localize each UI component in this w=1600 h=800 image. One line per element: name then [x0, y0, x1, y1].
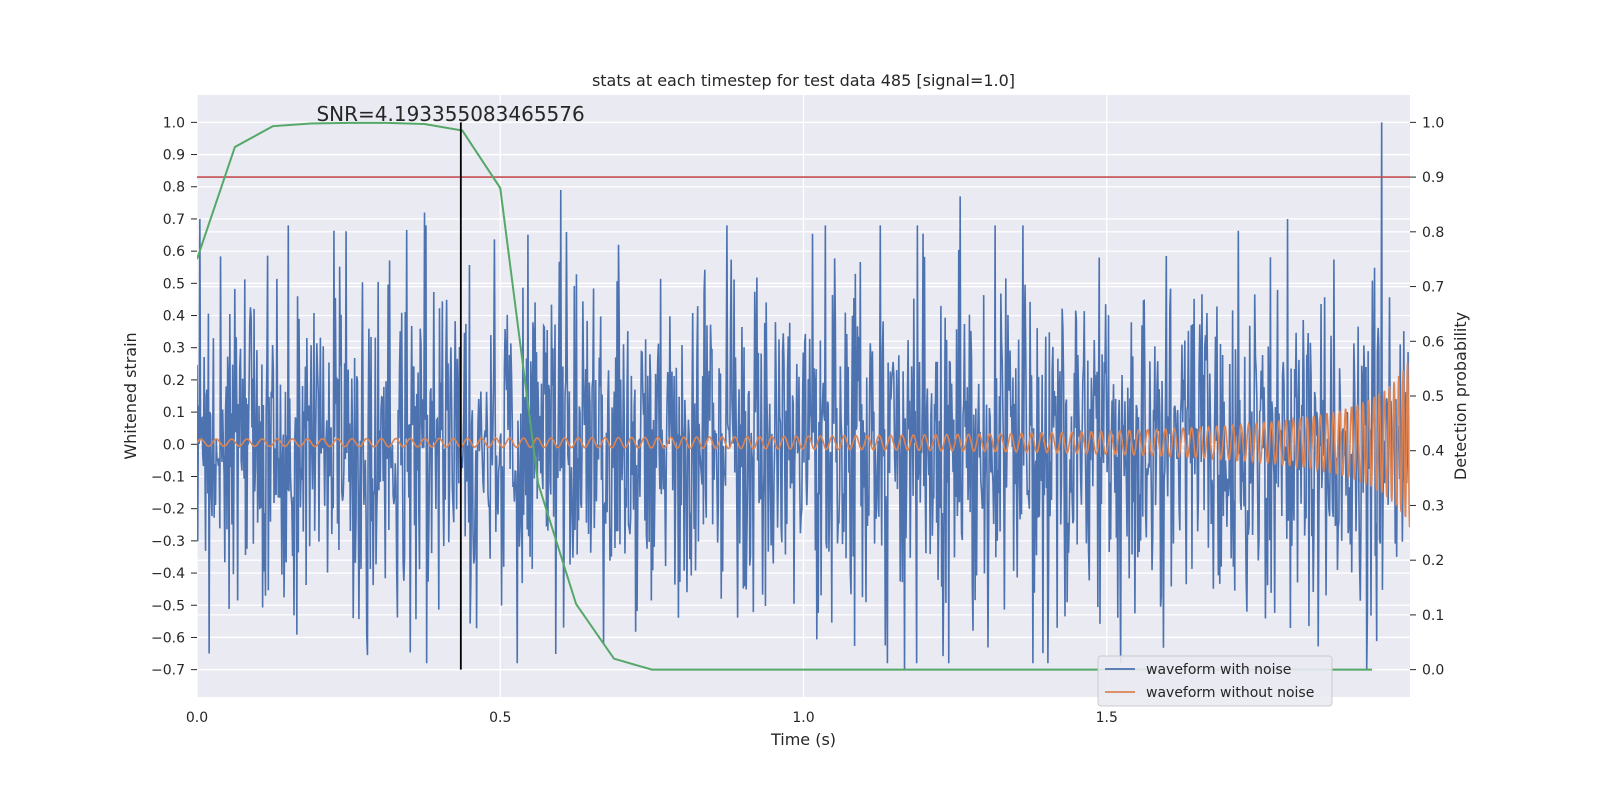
snr-annotation: SNR=4.193355083465576	[316, 102, 584, 126]
y2-tick-label: 0.6	[1422, 334, 1444, 350]
y2-axis-label: Detection probability	[1451, 312, 1470, 480]
x-tick-label: 1.5	[1096, 710, 1118, 726]
series-waveform-without-noise	[197, 362, 1410, 528]
y2-tick-label: 0.0	[1422, 663, 1444, 679]
y-tick-label: 0.6	[163, 244, 185, 260]
legend-box	[1097, 655, 1333, 707]
y-tick-label: 0.2	[163, 373, 185, 389]
y2-tick-label: 0.2	[1422, 553, 1444, 569]
y-tick-label: −0.3	[151, 534, 185, 550]
y-tick-label: 0.1	[163, 405, 185, 421]
y-tick-label: −0.7	[151, 663, 185, 679]
y2-tick-label: 0.1	[1422, 608, 1444, 624]
legend-label-noise: waveform with noise	[1146, 662, 1291, 678]
y-tick-label: 0.7	[163, 212, 185, 228]
y2-tick-label: 0.5	[1422, 389, 1444, 405]
y-tick-label: −0.4	[151, 566, 185, 582]
y-tick-label: −0.5	[151, 598, 185, 614]
y-tick-label: −0.6	[151, 630, 185, 646]
y-tick-label: 0.9	[163, 148, 185, 164]
legend: waveform with noise waveform without noi…	[1097, 655, 1333, 707]
series-waveform-with-noise	[197, 122, 1410, 670]
x-tick-label: 0.0	[186, 710, 208, 726]
y2-tick-label: 0.8	[1422, 225, 1444, 241]
y-tick-label: 0.0	[163, 437, 185, 453]
x-axis-label: Time (s)	[770, 730, 836, 749]
y-tick-label: 0.5	[163, 276, 185, 292]
x-tick-label: 0.5	[489, 710, 511, 726]
y-tick-label: −0.2	[151, 502, 185, 518]
y-tick-label: −0.1	[151, 469, 185, 485]
y-tick-label: 0.4	[163, 309, 185, 325]
y2-tick-label: 1.0	[1422, 115, 1444, 131]
y-axis-label: Whitened strain	[121, 332, 140, 459]
y-tick-label: 0.8	[163, 180, 185, 196]
y-tick-label: 0.3	[163, 341, 185, 357]
y2-tick-label: 0.7	[1422, 280, 1444, 296]
chart-title: stats at each timestep for test data 485…	[592, 71, 1015, 90]
legend-label-clean: waveform without noise	[1146, 685, 1314, 701]
y2-tick-label: 0.9	[1422, 170, 1444, 186]
y2-tick-label: 0.4	[1422, 444, 1444, 460]
y-tick-label: 1.0	[163, 115, 185, 131]
x-tick-label: 1.0	[792, 710, 814, 726]
axes: 0.0 0.5 1.0 1.5 −0.7 −0.6 −0.5 −0.4 −0.3 −0.2 −0.1…	[151, 115, 1444, 726]
y2-tick-label: 0.3	[1422, 498, 1444, 514]
